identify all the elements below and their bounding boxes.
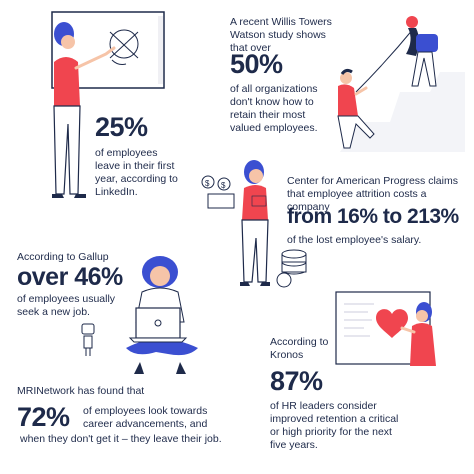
climber-top [406,16,438,87]
stat-cap-intro: Center for American Progress claims that… [287,175,458,213]
stat-87-caption: of HR leaders consider improved retentio… [270,400,399,451]
stat-cap-value: from 16% to 213% [287,205,459,228]
svg-text:$: $ [221,181,226,190]
laptop-woman-illustration [81,256,198,374]
stat-25-caption: of employees leave in their first year, … [95,147,178,198]
whiteboard-illustration [51,11,165,198]
stat-cap-caption: of the lost employee's salary. [287,234,422,246]
stat-46-caption: of employees usually seek a new job. [17,293,116,318]
stat-46-value: over 46% [17,263,123,291]
stat-72-caption: of employees look towards career advance… [83,405,208,430]
climbers-illustration [337,16,465,152]
stat-72-intro: MRINetwork has found that [17,385,145,397]
stat-50-caption: of all organizations don't know how to r… [230,83,318,134]
stat-72-tail: when they don't get it – they leave thei… [20,433,222,445]
stat-87-intro: According to Kronos [270,336,329,361]
money-woman-illustration: $ $ [201,160,307,288]
mountain-rope-icon [340,27,465,152]
stat-72-value: 72% [17,402,70,432]
money-coins-icon: $ $ [201,175,307,288]
stat-50-intro: A recent Willis Towers Watson study show… [230,16,332,54]
stat-50-value: 50% [230,49,283,79]
stat-25-value: 25% [95,112,148,142]
woman-figure [240,160,270,286]
laptop-icon [128,307,188,343]
robot-toy-icon [81,323,95,356]
heart-board-illustration [335,291,436,366]
svg-text:$: $ [205,179,210,188]
climber-bottom [337,68,375,149]
woman-figure [52,22,116,198]
woman-figure [400,302,436,366]
stat-87-value: 87% [270,366,323,396]
stat-46-intro: According to Gallup [17,251,109,263]
